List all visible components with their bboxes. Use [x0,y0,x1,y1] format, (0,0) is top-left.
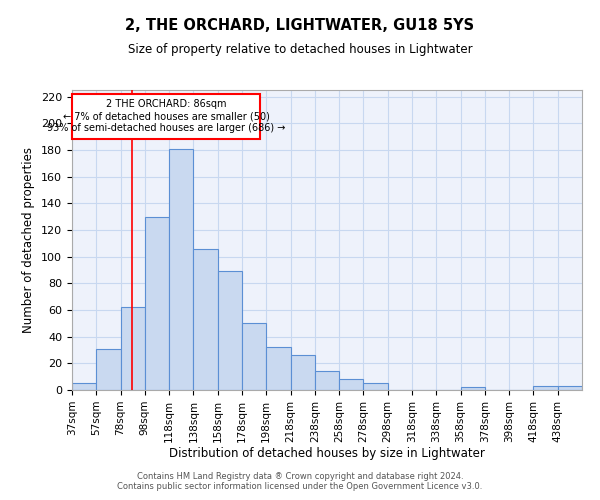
Bar [339,380,364,390]
FancyBboxPatch shape [72,94,260,140]
Text: 2, THE ORCHARD, LIGHTWATER, GU18 5YS: 2, THE ORCHARD, LIGHTWATER, GU18 5YS [125,18,475,32]
Bar [169,148,193,390]
Bar [558,386,582,390]
Bar [193,248,218,390]
Text: Contains HM Land Registry data ® Crown copyright and database right 2024.: Contains HM Land Registry data ® Crown c… [137,472,463,481]
Text: 2 THE ORCHARD: 86sqm: 2 THE ORCHARD: 86sqm [106,100,226,110]
Bar [145,216,169,390]
Bar [242,324,266,390]
Y-axis label: Number of detached properties: Number of detached properties [22,147,35,333]
Text: ← 7% of detached houses are smaller (50): ← 7% of detached houses are smaller (50) [62,112,269,122]
Bar [218,272,242,390]
Bar [96,348,121,390]
Bar [290,356,315,390]
Bar [461,388,485,390]
X-axis label: Distribution of detached houses by size in Lightwater: Distribution of detached houses by size … [169,448,485,460]
Bar [72,384,96,390]
Bar [266,348,290,390]
Bar [364,384,388,390]
Text: Contains public sector information licensed under the Open Government Licence v3: Contains public sector information licen… [118,482,482,491]
Text: 93% of semi-detached houses are larger (686) →: 93% of semi-detached houses are larger (… [47,124,285,134]
Bar [121,308,145,390]
Text: Size of property relative to detached houses in Lightwater: Size of property relative to detached ho… [128,42,472,56]
Bar [533,386,558,390]
Bar [315,372,339,390]
